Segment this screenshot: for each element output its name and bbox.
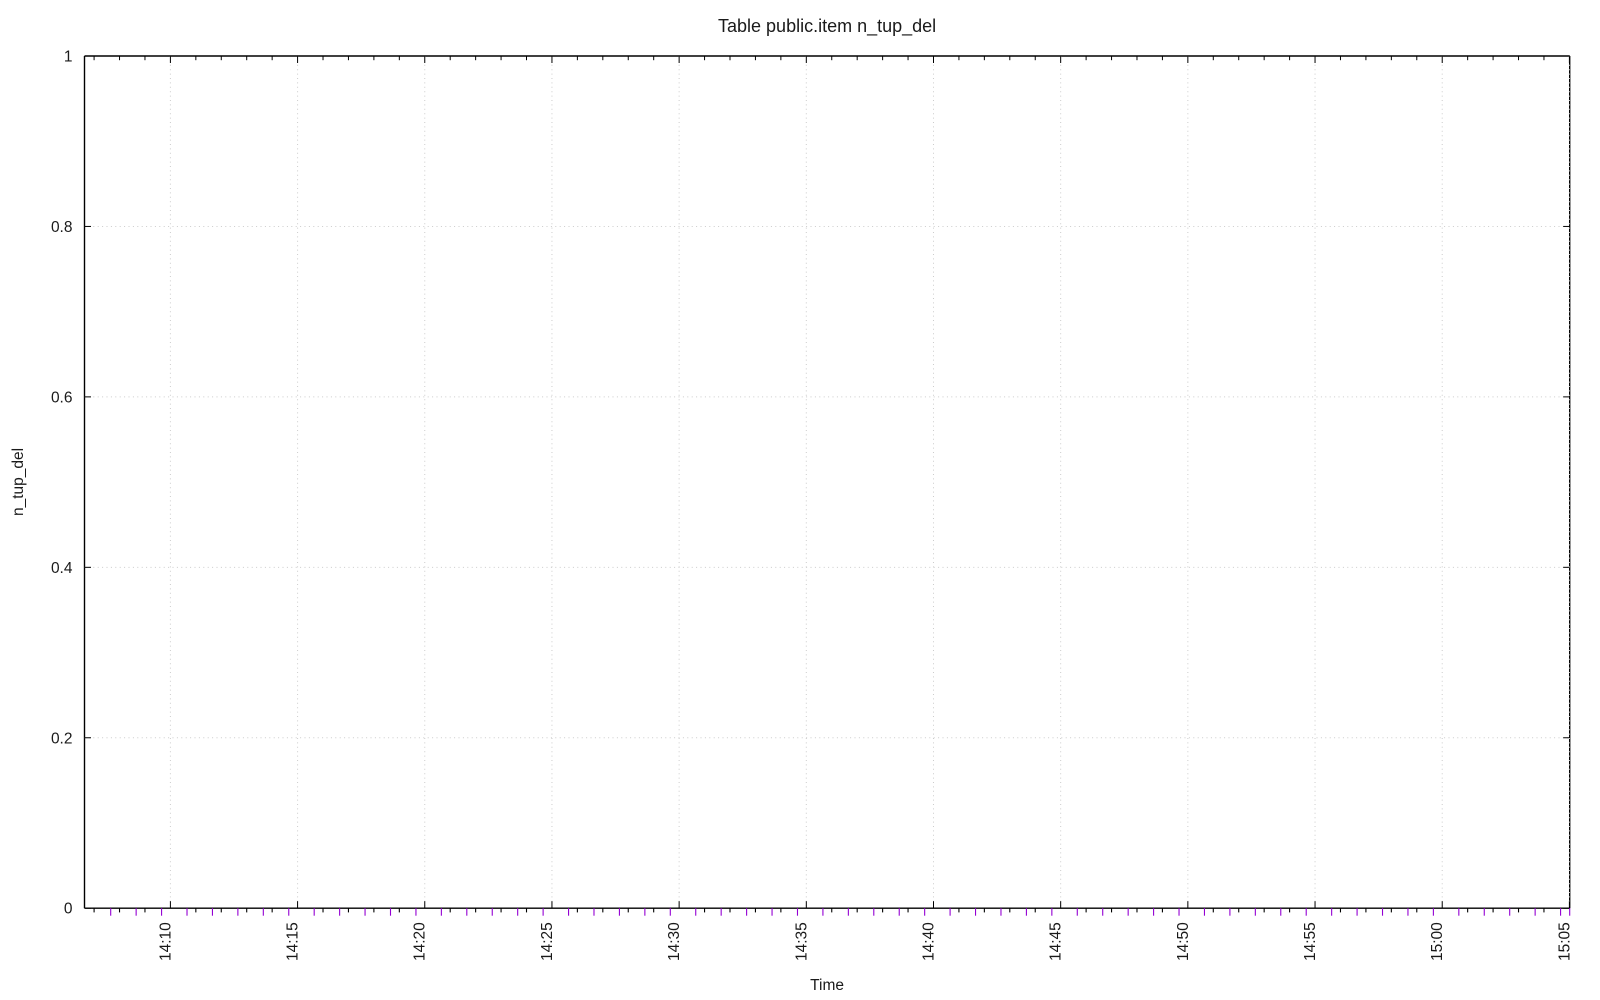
svg-text:0.8: 0.8 (51, 219, 73, 236)
svg-text:15:05: 15:05 (1556, 922, 1573, 961)
svg-text:14:55: 14:55 (1302, 922, 1319, 961)
svg-text:0.4: 0.4 (51, 560, 73, 577)
svg-text:14:15: 14:15 (285, 922, 302, 961)
svg-text:15:00: 15:00 (1429, 922, 1446, 961)
svg-text:14:30: 14:30 (666, 922, 683, 961)
svg-text:0.6: 0.6 (51, 389, 73, 406)
svg-text:14:40: 14:40 (920, 922, 937, 961)
svg-text:0: 0 (64, 901, 73, 918)
svg-text:14:10: 14:10 (157, 922, 174, 961)
svg-text:14:50: 14:50 (1175, 922, 1192, 961)
svg-text:14:45: 14:45 (1048, 922, 1065, 961)
svg-text:14:35: 14:35 (793, 922, 810, 961)
svg-text:14:20: 14:20 (412, 922, 429, 961)
svg-text:1: 1 (64, 49, 73, 66)
svg-text:0.2: 0.2 (51, 730, 73, 747)
svg-text:14:25: 14:25 (539, 922, 556, 961)
